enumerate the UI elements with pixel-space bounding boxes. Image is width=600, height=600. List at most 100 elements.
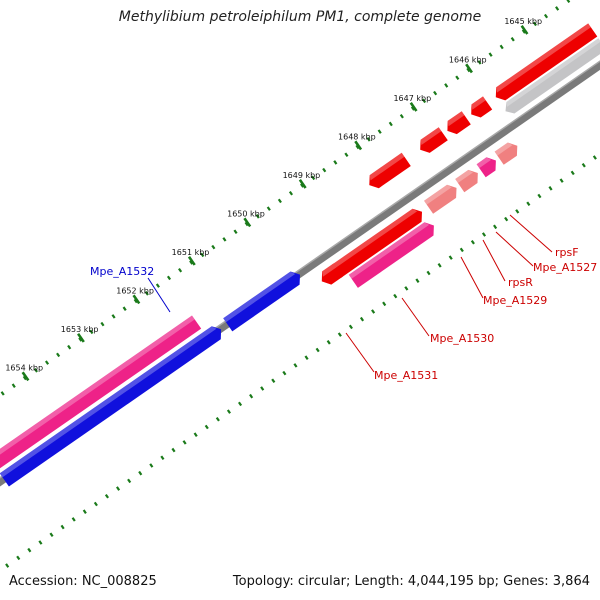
gene-leader-line — [460, 256, 484, 299]
gene-red-mid — [332, 208, 422, 278]
minor-tick — [477, 60, 482, 65]
gene-shine — [494, 142, 513, 156]
gene-small-b — [447, 111, 471, 135]
minor-tick — [193, 432, 198, 437]
minor-tick — [515, 209, 520, 214]
genome-summary-text: Topology: circular; Length: 4,044,195 bp… — [232, 574, 590, 589]
minor-tick — [459, 247, 464, 253]
minor-tick — [178, 267, 183, 273]
major-tick — [132, 294, 141, 305]
minor-tick — [127, 478, 132, 484]
minor-tick — [326, 340, 331, 345]
gene-body — [369, 152, 411, 189]
major-tick — [243, 217, 252, 228]
tick-label: 1650 kbp — [227, 209, 265, 218]
gene-shine — [223, 271, 296, 323]
gene-shine — [455, 169, 473, 183]
gene-body — [455, 169, 478, 193]
gene-body — [495, 23, 598, 101]
gene-body — [321, 263, 343, 285]
minor-tick — [211, 244, 216, 250]
gene-body — [476, 157, 496, 178]
minor-tick — [78, 337, 83, 342]
gene-blue-1 — [0, 326, 222, 487]
minor-tick — [93, 501, 98, 507]
gene-body — [0, 326, 222, 487]
gene-leader-line — [509, 214, 553, 253]
gene-mpe-a1530 — [348, 222, 434, 288]
minor-tick — [581, 162, 586, 168]
minor-tick — [377, 129, 382, 134]
minor-tick — [89, 329, 94, 335]
gene-body — [447, 111, 471, 135]
gene-body — [420, 127, 448, 153]
major-tick — [298, 178, 307, 189]
gene-small-c — [471, 96, 493, 118]
minor-tick — [116, 486, 121, 491]
minor-tick — [448, 255, 453, 260]
minor-tick — [0, 391, 5, 396]
minor-tick — [38, 540, 43, 545]
minor-tick — [27, 547, 32, 553]
minor-tick — [5, 563, 10, 568]
minor-tick — [233, 229, 238, 234]
minor-tick — [455, 75, 460, 81]
gene-shine — [0, 315, 195, 455]
minor-tick — [144, 291, 149, 296]
minor-tick — [510, 36, 515, 42]
minor-tick — [437, 263, 442, 268]
gene-body — [505, 38, 600, 114]
minor-tick — [204, 424, 209, 430]
minor-tick — [537, 193, 542, 199]
gene-shine — [506, 38, 600, 107]
minor-tick — [111, 314, 116, 319]
minor-tick — [559, 178, 564, 183]
minor-tick — [182, 440, 187, 445]
minor-tick — [288, 190, 294, 196]
minor-tick — [499, 44, 504, 50]
minor-tick — [277, 198, 282, 204]
gene-pink-small — [476, 157, 496, 178]
minor-tick — [481, 232, 487, 237]
major-tick — [21, 371, 30, 382]
major-tick — [77, 332, 85, 343]
gene-small-a — [420, 127, 448, 153]
minor-tick — [493, 224, 498, 230]
minor-tick — [266, 206, 271, 211]
minor-tick — [399, 113, 404, 119]
minor-tick — [555, 6, 560, 11]
gene-blue-2 — [223, 271, 300, 332]
gene-label: Mpe_A1532 — [90, 265, 154, 278]
minor-tick — [355, 144, 360, 150]
minor-tick — [71, 517, 76, 522]
gene-label: Mpe_A1527 — [533, 261, 597, 274]
outer-tick-row — [5, 155, 597, 568]
gene-grey — [505, 38, 600, 114]
minor-tick — [322, 167, 327, 173]
gene-layer — [0, 23, 600, 487]
accession-text: Accession: NC_008825 — [9, 574, 157, 589]
minor-tick — [348, 324, 353, 330]
gene-leader-line — [345, 332, 375, 373]
gene-body — [0, 315, 202, 469]
minor-tick — [67, 344, 72, 350]
gene-shine — [322, 263, 337, 277]
minor-tick — [271, 378, 276, 384]
minor-tick — [426, 270, 431, 276]
major-tick — [187, 255, 196, 266]
minor-tick — [138, 470, 143, 476]
tick-label-layer: 1645 kbp 1646 kbp 1647 kbp 1648 kbp 1649 kbp… — [5, 17, 542, 372]
minor-tick — [371, 309, 376, 314]
minor-tick — [548, 186, 553, 191]
gene-body — [494, 142, 518, 165]
minor-tick — [410, 106, 415, 111]
gene-body — [424, 184, 457, 214]
minor-tick — [16, 555, 21, 561]
gene-shine — [471, 96, 486, 110]
minor-tick — [393, 293, 398, 299]
gene-shine — [0, 326, 217, 478]
major-tick — [354, 140, 363, 151]
tick-label: 1649 kbp — [283, 171, 321, 180]
minor-tick — [133, 298, 138, 304]
